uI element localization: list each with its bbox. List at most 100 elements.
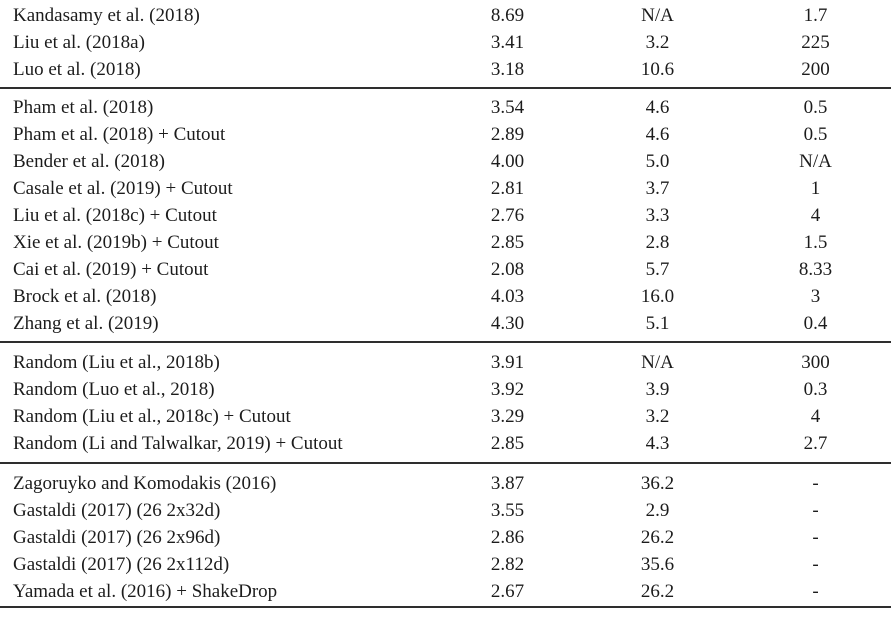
method-cell: Xie et al. (2019b) + Cutout (13, 231, 219, 253)
table-row: Random (Liu et al., 2018c) + Cutout 3.29… (0, 403, 891, 430)
value-cell: - (812, 472, 819, 494)
value-cell: 3.55 (490, 499, 525, 521)
value-cell: 3.2 (645, 31, 670, 53)
value-cell: 4.6 (645, 123, 670, 145)
table-row: Liu et al. (2018a) 3.41 3.2 225 (0, 29, 891, 56)
value-cell: 3.54 (490, 96, 525, 118)
value-cell: 2.86 (490, 526, 525, 548)
value-cell: 35.6 (640, 553, 675, 575)
value-cell: 2.81 (490, 177, 525, 199)
value-cell: 2.08 (490, 258, 525, 280)
value-cell: 0.4 (803, 312, 828, 334)
value-cell: 225 (801, 31, 830, 53)
value-cell: 10.6 (640, 58, 675, 80)
table-row: Random (Luo et al., 2018) 3.92 3.9 0.3 (0, 376, 891, 403)
value-cell: 300 (801, 351, 830, 373)
table-row: Gastaldi (2017) (26 2x112d) 2.82 35.6 - (0, 551, 891, 578)
value-cell: 5.7 (645, 258, 670, 280)
table-row: Random (Li and Talwalkar, 2019) + Cutout… (0, 430, 891, 457)
value-cell: 2.8 (645, 231, 670, 253)
value-cell: 3.91 (490, 351, 525, 373)
value-cell: N/A (641, 351, 674, 373)
value-cell: 4.30 (490, 312, 525, 334)
value-cell: 16.0 (640, 285, 675, 307)
value-cell: - (812, 526, 819, 548)
value-cell: 2.76 (490, 204, 525, 226)
table-row: Pham et al. (2018) 3.54 4.6 0.5 (0, 94, 891, 121)
method-cell: Kandasamy et al. (2018) (13, 4, 200, 26)
value-cell: 3 (810, 285, 821, 307)
value-cell: 3.92 (490, 378, 525, 400)
value-cell: 3.18 (490, 58, 525, 80)
value-cell: 200 (801, 58, 830, 80)
value-cell: 1 (810, 177, 821, 199)
table-row: Brock et al. (2018) 4.03 16.0 3 (0, 283, 891, 310)
method-cell: Zhang et al. (2019) (13, 312, 159, 334)
value-cell: - (812, 580, 819, 602)
method-cell: Liu et al. (2018c) + Cutout (13, 204, 217, 226)
value-cell: N/A (799, 150, 832, 172)
method-cell: Random (Liu et al., 2018b) (13, 351, 220, 373)
method-cell: Zagoruyko and Komodakis (2016) (13, 472, 277, 494)
value-cell: 4.00 (490, 150, 525, 172)
value-cell: 4.3 (645, 432, 670, 454)
value-cell: 8.69 (490, 4, 525, 26)
table-row: Yamada et al. (2016) + ShakeDrop 2.67 26… (0, 578, 891, 605)
value-cell: 26.2 (640, 526, 675, 548)
table-row: Pham et al. (2018) + Cutout 2.89 4.6 0.5 (0, 121, 891, 148)
value-cell: 4.6 (645, 96, 670, 118)
value-cell: 1.5 (803, 231, 828, 253)
table-section-3: Random (Liu et al., 2018b) 3.91 N/A 300 … (0, 341, 891, 462)
table-row: Bender et al. (2018) 4.00 5.0 N/A (0, 148, 891, 175)
value-cell: 4.03 (490, 285, 525, 307)
table-row: Zhang et al. (2019) 4.30 5.1 0.4 (0, 310, 891, 337)
value-cell: 3.29 (490, 405, 525, 427)
value-cell: 2.7 (803, 432, 828, 454)
value-cell: 8.33 (798, 258, 833, 280)
table-row: Xie et al. (2019b) + Cutout 2.85 2.8 1.5 (0, 229, 891, 256)
value-cell: 3.7 (645, 177, 670, 199)
method-cell: Luo et al. (2018) (13, 58, 141, 80)
value-cell: 0.3 (803, 378, 828, 400)
table-row: Cai et al. (2019) + Cutout 2.08 5.7 8.33 (0, 256, 891, 283)
method-cell: Random (Li and Talwalkar, 2019) + Cutout (13, 432, 343, 454)
value-cell: 4 (810, 405, 821, 427)
table-row: Casale et al. (2019) + Cutout 2.81 3.7 1 (0, 175, 891, 202)
value-cell: 3.2 (645, 405, 670, 427)
method-cell: Cai et al. (2019) + Cutout (13, 258, 209, 280)
value-cell: 1.7 (803, 4, 828, 26)
value-cell: 0.5 (803, 96, 828, 118)
table-section-2: Pham et al. (2018) 3.54 4.6 0.5 Pham et … (0, 87, 891, 341)
method-cell: Gastaldi (2017) (26 2x96d) (13, 526, 221, 548)
method-cell: Bender et al. (2018) (13, 150, 165, 172)
value-cell: 3.41 (490, 31, 525, 53)
value-cell: 0.5 (803, 123, 828, 145)
value-cell: 3.3 (645, 204, 670, 226)
value-cell: 3.9 (645, 378, 670, 400)
method-cell: Brock et al. (2018) (13, 285, 157, 307)
table-row: Gastaldi (2017) (26 2x32d) 3.55 2.9 - (0, 497, 891, 524)
value-cell: 5.0 (645, 150, 670, 172)
method-cell: Random (Liu et al., 2018c) + Cutout (13, 405, 291, 427)
table-section-1: Kandasamy et al. (2018) 8.69 N/A 1.7 Liu… (0, 0, 891, 87)
value-cell: - (812, 553, 819, 575)
value-cell: 4 (810, 204, 821, 226)
method-cell: Gastaldi (2017) (26 2x32d) (13, 499, 221, 521)
value-cell: 2.82 (490, 553, 525, 575)
value-cell: 26.2 (640, 580, 675, 602)
value-cell: 2.89 (490, 123, 525, 145)
table-row: Liu et al. (2018c) + Cutout 2.76 3.3 4 (0, 202, 891, 229)
value-cell: 2.85 (490, 231, 525, 253)
value-cell: - (812, 499, 819, 521)
method-cell: Yamada et al. (2016) + ShakeDrop (13, 580, 278, 602)
method-cell: Pham et al. (2018) (13, 96, 154, 118)
table-row: Random (Liu et al., 2018b) 3.91 N/A 300 (0, 349, 891, 376)
table-section-4: Zagoruyko and Komodakis (2016) 3.87 36.2… (0, 462, 891, 608)
method-cell: Gastaldi (2017) (26 2x112d) (13, 553, 230, 575)
method-cell: Casale et al. (2019) + Cutout (13, 177, 233, 199)
value-cell: 2.9 (645, 499, 670, 521)
value-cell: 36.2 (640, 472, 675, 494)
value-cell: 3.87 (490, 472, 525, 494)
method-cell: Liu et al. (2018a) (13, 31, 145, 53)
